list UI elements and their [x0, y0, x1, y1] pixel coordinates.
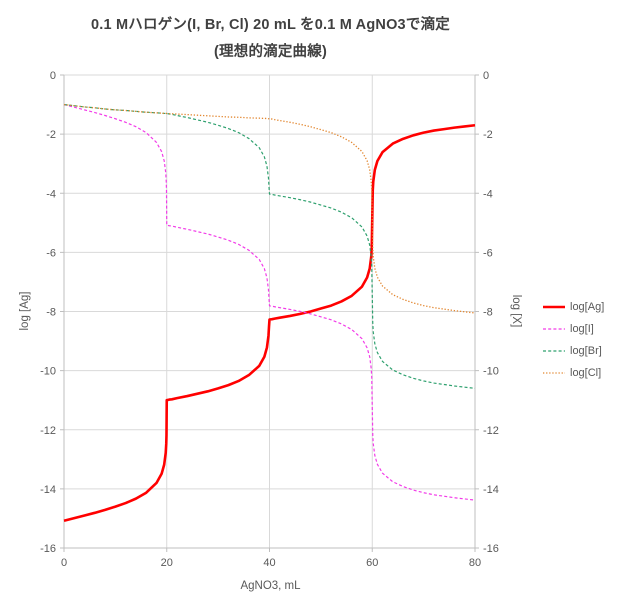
legend-line-sample-ag: [543, 305, 565, 309]
left-axis-tick-label: -16: [40, 543, 56, 555]
left-axis-title: log [Ag]: [19, 291, 31, 331]
x-axis-tick-label: 20: [161, 557, 173, 569]
left-axis-tick-label: 0: [50, 70, 56, 82]
right-axis-tick-label: -16: [483, 543, 499, 555]
legend-line-sample-i: [543, 328, 565, 330]
right-axis-tick-label: -4: [483, 188, 493, 200]
x-axis-title: AgNO3, mL: [240, 580, 301, 592]
left-axis-tick-label: -6: [46, 247, 56, 259]
legend-label-cl: log[Cl]: [570, 367, 602, 379]
legend-item-br: log[Br]: [543, 340, 604, 362]
series-line-ag: [63, 123, 476, 523]
legend-item-i: log[I]: [543, 318, 604, 340]
x-axis-tick-label: 40: [263, 557, 275, 569]
legend-item-ag: log[Ag]: [543, 296, 604, 318]
left-axis-tick-label: -14: [40, 484, 56, 496]
legend-item-cl: log[Cl]: [543, 362, 604, 384]
right-axis-tick-label: -6: [483, 247, 493, 259]
legend-line-sample-br: [543, 350, 565, 352]
right-axis-tick-label: -12: [483, 425, 499, 437]
right-axis-title: log [X]: [510, 294, 522, 328]
x-axis-tick-label: 0: [61, 557, 67, 569]
legend-label-i: log[I]: [570, 323, 594, 335]
left-axis-tick-label: -2: [46, 129, 56, 141]
left-axis-tick-label: -12: [40, 425, 56, 437]
right-axis-tick-label: 0: [483, 70, 489, 82]
right-axis-tick-label: -8: [483, 307, 493, 319]
right-axis-tick-label: -10: [483, 366, 499, 378]
series-line-cl: [63, 103, 476, 314]
x-axis-tick-label: 60: [366, 557, 378, 569]
legend-label-ag: log[Ag]: [570, 301, 605, 313]
right-axis-tick-label: -2: [483, 129, 493, 141]
chart-subtitle: (理想的滴定曲線): [214, 44, 327, 60]
left-axis-tick-label: -8: [46, 307, 56, 319]
legend-label-br: log[Br]: [570, 345, 602, 357]
left-axis-tick-label: -4: [46, 188, 56, 200]
chart-title: 0.1 Mハロゲン(I, Br, Cl) 20 mL を0.1 M AgNO3で…: [91, 17, 450, 33]
legend-line-sample-cl: [543, 372, 565, 374]
right-axis-tick-label: -14: [483, 484, 499, 496]
left-axis-tick-label: -10: [40, 366, 56, 378]
x-axis-tick-label: 80: [469, 557, 481, 569]
legend: log[Ag] log[I] log[Br] log[Cl]: [543, 296, 604, 384]
